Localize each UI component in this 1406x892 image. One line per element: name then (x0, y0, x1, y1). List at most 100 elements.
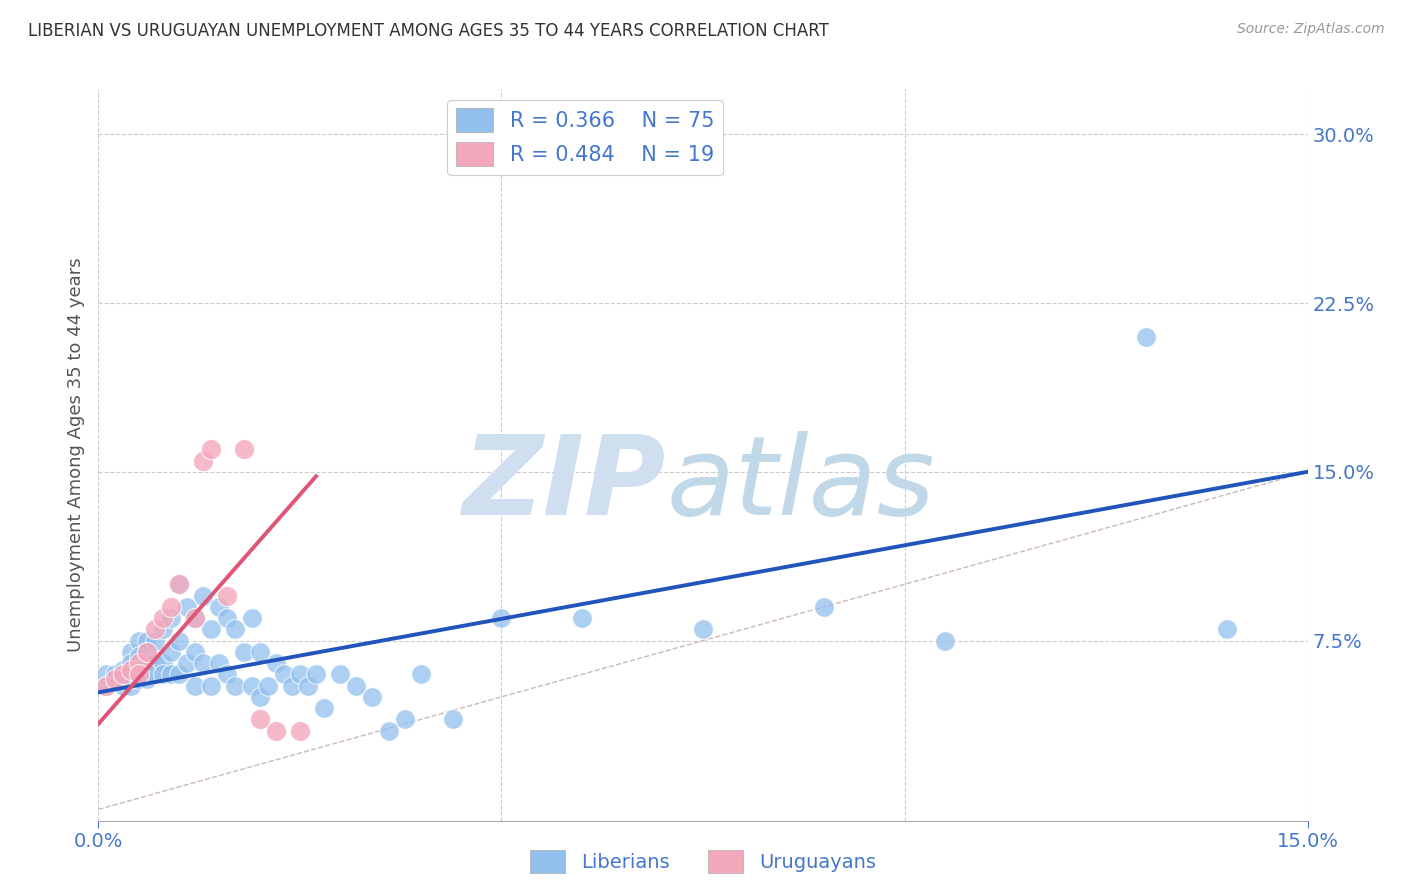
Point (249, 712, 271, 726)
Point (305, 667, 328, 681)
Point (167, 633, 190, 648)
Point (160, 645, 183, 659)
Point (160, 599, 183, 614)
Point (120, 672, 142, 686)
Point (394, 712, 416, 726)
Text: ZIP: ZIP (463, 431, 666, 538)
Point (135, 645, 157, 659)
Point (96, 667, 118, 681)
Point (224, 623, 246, 637)
Point (143, 633, 166, 648)
Point (96, 679, 118, 693)
Point (152, 623, 174, 637)
Point (273, 667, 295, 681)
Point (103, 672, 125, 686)
Point (264, 723, 287, 738)
Text: Source: ZipAtlas.com: Source: ZipAtlas.com (1237, 22, 1385, 37)
Point (344, 679, 367, 693)
Point (120, 667, 142, 681)
Point (128, 663, 150, 677)
Point (128, 672, 150, 686)
Point (288, 667, 311, 681)
Point (160, 667, 183, 681)
Point (240, 611, 263, 625)
Point (208, 599, 231, 614)
Point (200, 442, 222, 457)
Point (409, 667, 432, 681)
Point (491, 611, 513, 625)
Point (120, 645, 142, 659)
Point (152, 611, 174, 625)
Point (813, 599, 835, 614)
Point (120, 679, 142, 693)
Point (249, 645, 271, 659)
Point (103, 672, 125, 686)
Legend: Liberians, Uruguayans: Liberians, Uruguayans (523, 842, 883, 880)
Y-axis label: Unemployment Among Ages 35 to 44 years: Unemployment Among Ages 35 to 44 years (66, 258, 84, 652)
Point (288, 723, 311, 738)
Point (128, 667, 150, 681)
Point (96, 679, 118, 693)
Point (281, 679, 304, 693)
Point (264, 656, 287, 670)
Point (135, 633, 157, 648)
Point (167, 577, 190, 591)
Point (200, 679, 222, 693)
Point (135, 656, 157, 670)
Point (240, 679, 263, 693)
Point (934, 633, 956, 648)
Point (128, 656, 150, 670)
Point (571, 611, 593, 625)
Point (692, 623, 714, 637)
Point (135, 645, 157, 659)
Point (167, 577, 190, 591)
Point (361, 690, 384, 704)
Point (256, 679, 278, 693)
Point (217, 589, 239, 603)
Point (314, 701, 336, 715)
Point (111, 672, 134, 686)
Point (111, 663, 134, 677)
Point (167, 667, 190, 681)
Point (232, 645, 254, 659)
Point (208, 656, 231, 670)
Point (1135, 330, 1157, 344)
Point (143, 623, 166, 637)
Point (176, 599, 198, 614)
Point (135, 672, 157, 686)
Point (217, 667, 239, 681)
Point (193, 589, 215, 603)
Text: LIBERIAN VS URUGUAYAN UNEMPLOYMENT AMONG AGES 35 TO 44 YEARS CORRELATION CHART: LIBERIAN VS URUGUAYAN UNEMPLOYMENT AMONG… (28, 22, 830, 40)
Point (441, 712, 464, 726)
Point (1216, 623, 1239, 637)
Point (176, 656, 198, 670)
Point (160, 611, 183, 625)
Point (297, 679, 319, 693)
Point (184, 679, 207, 693)
Point (232, 442, 254, 457)
Point (128, 633, 150, 648)
Point (249, 690, 271, 704)
Point (184, 645, 207, 659)
Point (329, 667, 352, 681)
Point (103, 667, 125, 681)
Point (120, 656, 142, 670)
Point (111, 667, 134, 681)
Point (200, 623, 222, 637)
Point (152, 656, 174, 670)
Point (128, 649, 150, 664)
Text: atlas: atlas (666, 431, 935, 538)
Point (224, 679, 246, 693)
Point (111, 667, 134, 681)
Point (120, 663, 142, 677)
Point (377, 723, 399, 738)
Point (217, 611, 239, 625)
Point (143, 656, 166, 670)
Point (193, 453, 215, 467)
Point (143, 667, 166, 681)
Point (184, 611, 207, 625)
Point (152, 667, 174, 681)
Point (184, 611, 207, 625)
Point (111, 679, 134, 693)
Point (193, 656, 215, 670)
